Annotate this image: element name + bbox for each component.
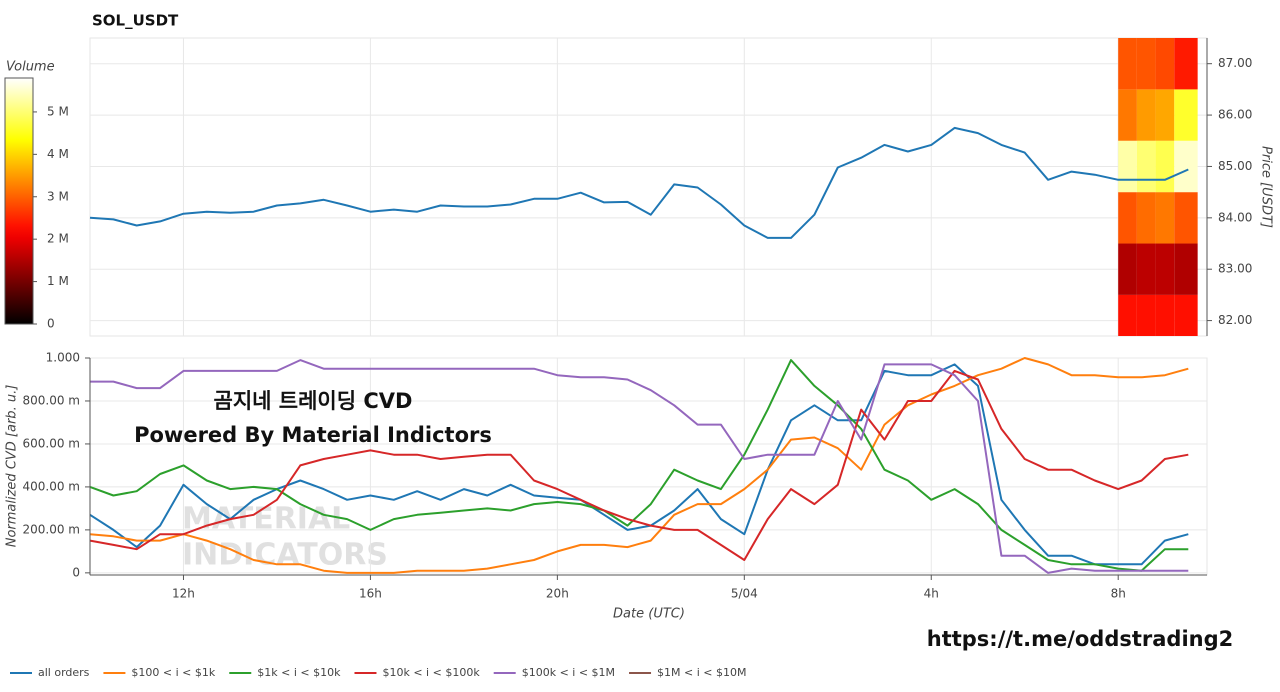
x-tick-label: 4h	[924, 587, 939, 601]
series-line	[90, 359, 1189, 574]
y-tick-label: 82.00	[1218, 313, 1252, 327]
colorbar-tick-label: 2 M	[47, 232, 69, 246]
series-line	[89, 357, 1189, 574]
x-tick-label: 8h	[1111, 587, 1126, 601]
heatmap-cell	[1174, 243, 1198, 295]
heatmap-cell	[1136, 192, 1156, 244]
annotation: https://t.me/oddstrading2	[927, 627, 1234, 651]
heatmap-cell	[1118, 294, 1137, 336]
colorbar-tick-label: 4 M	[47, 147, 69, 161]
y-tick-label: 400.00 m	[23, 479, 81, 493]
heatmap-cell	[1155, 89, 1175, 141]
y-tick-label: 600.00 m	[23, 436, 81, 450]
colorbar-tick-label: 5 M	[47, 104, 69, 118]
heatmap-cell	[1155, 38, 1175, 90]
colorbar-tick-label: 1 M	[47, 274, 69, 288]
legend-label: all orders	[38, 666, 90, 679]
heatmap-cell	[1155, 294, 1175, 336]
y-tick-label: 84.00	[1218, 210, 1252, 224]
heatmap-cell	[1118, 192, 1137, 244]
legend-label: $10k < i < $100k	[382, 666, 480, 679]
y-tick-label: 86.00	[1218, 108, 1252, 122]
heatmap-cell	[1174, 294, 1198, 336]
heatmap-cell	[1136, 89, 1156, 141]
heatmap-cell	[1174, 38, 1198, 90]
heatmap-cell	[1155, 140, 1175, 193]
x-tick-label: 12h	[172, 587, 195, 601]
annotation: 곰지네 트레이딩 CVD	[214, 389, 413, 413]
heatmap-cell	[1136, 38, 1156, 90]
series-line	[89, 369, 1189, 561]
cvd-panel	[89, 357, 1208, 576]
x-tick-label: 20h	[546, 587, 569, 601]
y-tick-label: 85.00	[1218, 159, 1252, 173]
heatmap-cell	[1118, 140, 1137, 193]
x-tick-label: 5/04	[731, 587, 758, 601]
price-panel	[89, 37, 1208, 337]
y-tick-label: 83.00	[1218, 262, 1252, 276]
y-tick-label: 800.00 m	[23, 393, 81, 407]
annotation: Powered By Material Indictors	[134, 423, 492, 447]
heatmap-cell	[1174, 89, 1198, 141]
heatmap-cell	[1118, 243, 1137, 295]
series-line	[89, 126, 1189, 239]
cvd-axis-label: Normalized CVD [arb. u.]	[5, 385, 20, 548]
colorbar-title: Volume	[6, 60, 55, 75]
heatmap-cell	[1136, 140, 1156, 193]
colorbar	[4, 77, 34, 325]
legend-label: $100k < i < $1M	[522, 666, 615, 679]
series-line	[89, 359, 1189, 572]
heatmap-cell	[1155, 192, 1175, 244]
legend-label: $1k < i < $10k	[257, 666, 341, 679]
colorbar-tick-label: 3 M	[47, 189, 69, 203]
heatmap-cell	[1118, 38, 1137, 90]
heatmap-cell	[1136, 294, 1156, 336]
chart-title: SOL_USDT	[92, 12, 179, 30]
y-tick-label: 87.00	[1218, 56, 1252, 70]
heatmap-cell	[1174, 192, 1198, 244]
x-tick-label: 16h	[359, 587, 382, 601]
price-axis-label: Price [USDT]	[1259, 146, 1274, 228]
y-tick-label: 200.00 m	[23, 522, 81, 536]
heatmap-cell	[1118, 89, 1137, 141]
legend-label: $100 < i < $1k	[131, 666, 215, 679]
legend-label: $1M < i < $10M	[657, 666, 746, 679]
heatmap-cell	[1174, 140, 1198, 193]
y-tick-label: 0	[72, 565, 80, 579]
colorbar-tick-label: 0	[47, 317, 55, 331]
heatmap-cell	[1136, 243, 1156, 295]
y-tick-label: 1.000	[46, 351, 80, 365]
series-line	[89, 363, 1189, 566]
x-axis-label: Date (UTC)	[613, 607, 685, 622]
heatmap-cell	[1155, 243, 1175, 295]
